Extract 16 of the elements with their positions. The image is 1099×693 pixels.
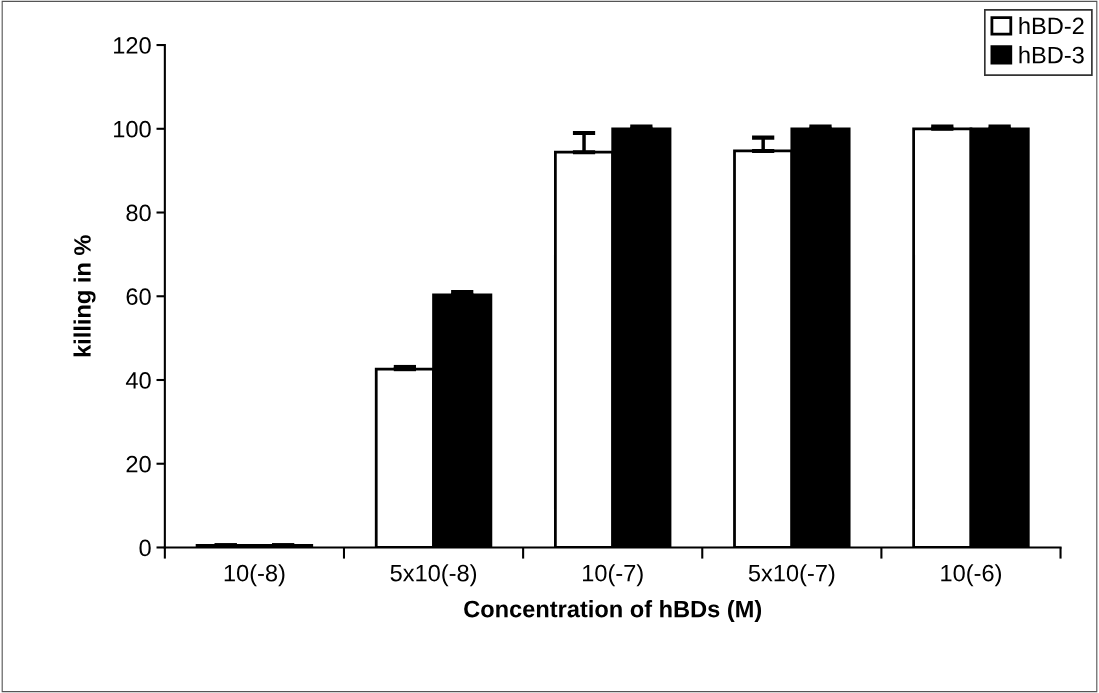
y-tick-label: 0	[139, 539, 151, 557]
y-tick-label: 100	[114, 120, 151, 138]
legend-label: hBD-2	[1019, 16, 1084, 35]
y-tick-label: 120	[114, 37, 151, 54]
y-tick-label: 80	[126, 204, 151, 222]
x-tick-label: 10(-6)	[941, 564, 1001, 587]
x-tick-label: 10(-7)	[583, 564, 643, 587]
y-tick-label: 20	[126, 455, 151, 473]
y-axis-title: killing in %	[73, 235, 96, 357]
x-tick-label: 5x10(-8)	[390, 564, 477, 587]
legend-label: hBD-3	[1019, 46, 1084, 64]
x-tick-label: 5x10(-7)	[748, 564, 835, 587]
y-tick-label: 60	[126, 288, 151, 306]
x-axis-title: Concentration of hBDs (M)	[464, 600, 762, 623]
x-tick-label: 10(-8)	[224, 564, 285, 587]
y-tick-label: 40	[125, 372, 151, 389]
